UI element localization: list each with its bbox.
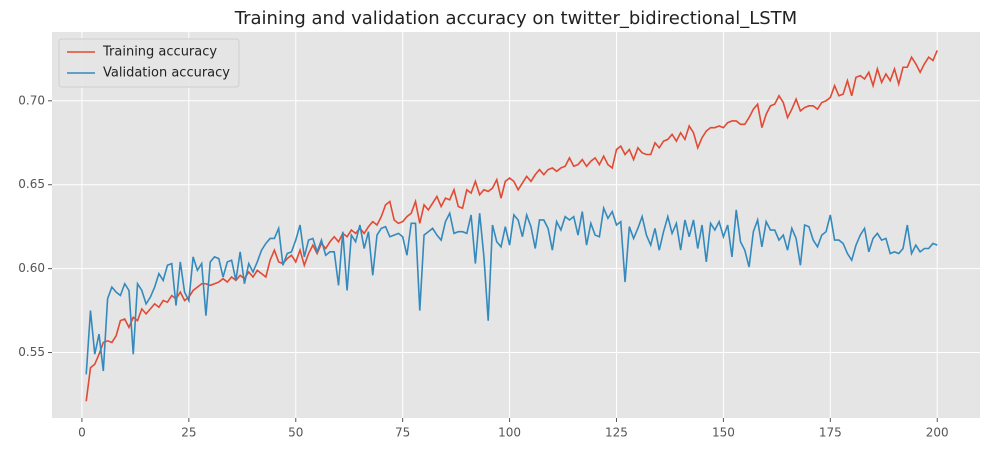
legend: Training accuracy Validation accuracy	[58, 38, 240, 88]
y-tick-label: 0.70	[18, 93, 45, 107]
x-tick-label: 200	[926, 426, 949, 440]
lines	[85, 50, 938, 402]
y-tick-label: 0.55	[18, 345, 45, 359]
x-tick-label: 100	[498, 426, 521, 440]
plot-area	[52, 32, 980, 418]
x-tick-label: 150	[712, 426, 735, 440]
x-tick-label: 125	[605, 426, 628, 440]
x-tick-label: 0	[78, 426, 86, 440]
y-tick-label: 0.60	[18, 261, 45, 275]
series-line	[85, 50, 938, 402]
series-line	[85, 205, 938, 375]
x-tick-label: 50	[288, 426, 303, 440]
legend-label: Validation accuracy	[103, 66, 230, 81]
legend-box	[58, 38, 240, 88]
legend-label: Training accuracy	[102, 45, 217, 60]
x-tick-label: 75	[395, 426, 410, 440]
x-tick-label: 25	[181, 426, 196, 440]
x-tick-label: 175	[819, 426, 842, 440]
chart-title: Training and validation accuracy on twit…	[234, 8, 797, 29]
y-tick-label: 0.65	[18, 177, 45, 191]
